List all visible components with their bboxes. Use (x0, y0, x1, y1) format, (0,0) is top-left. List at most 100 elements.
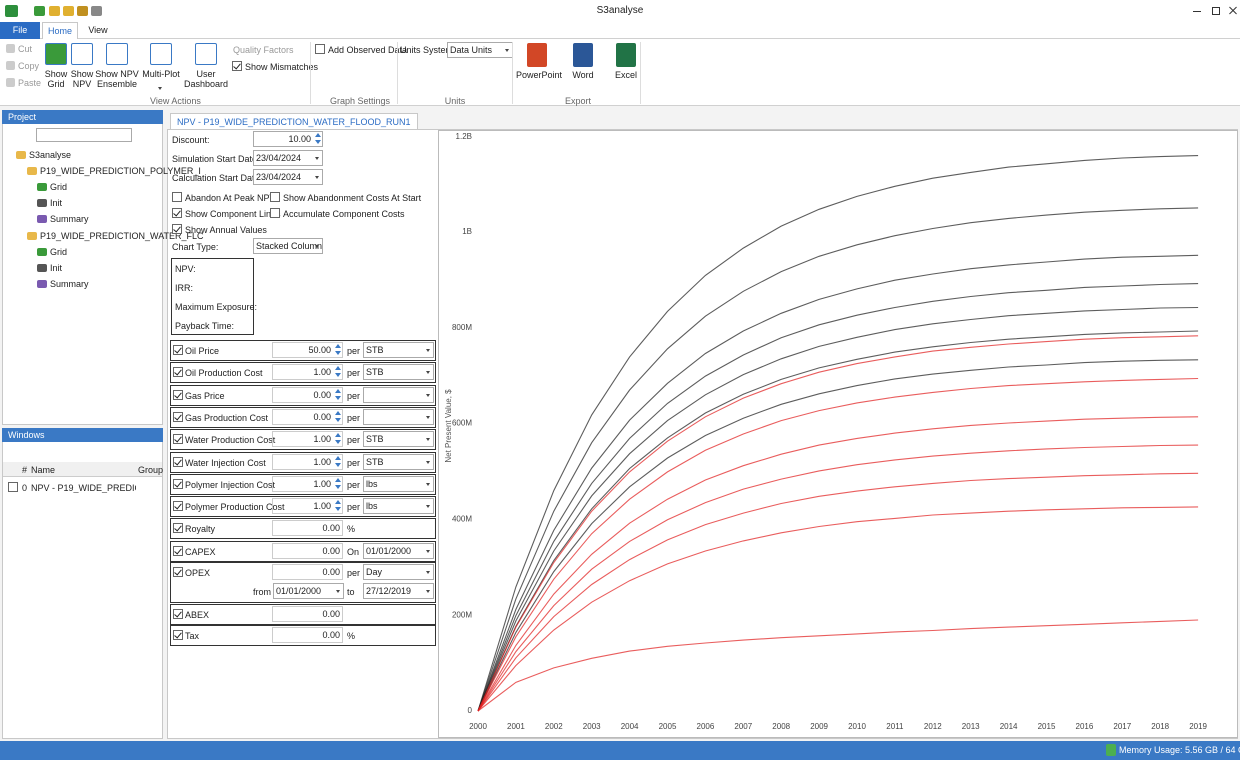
view-tab[interactable]: View (88, 25, 108, 35)
spin-down[interactable] (335, 351, 341, 355)
ribbon-button-icon[interactable] (150, 43, 172, 65)
cost-input[interactable] (272, 431, 343, 448)
maximize-button[interactable] (1212, 7, 1220, 15)
checkbox[interactable] (173, 456, 183, 467)
tree-case[interactable]: P19_WIDE_PREDICTION_POLYMER_I (40, 166, 201, 176)
export-button[interactable]: Excel (614, 70, 637, 80)
spin-down[interactable] (335, 395, 341, 400)
spin-down[interactable] (335, 373, 341, 378)
dropdown[interactable] (363, 564, 434, 580)
spin-up[interactable] (315, 133, 321, 137)
ribbon-button[interactable]: User Dashboard (183, 69, 229, 89)
clipboard-button[interactable]: Copy (18, 61, 40, 71)
tree-item[interactable]: Summary (50, 214, 89, 224)
checkbox[interactable] (173, 567, 183, 577)
checkbox[interactable] (173, 501, 183, 512)
checkbox[interactable] (315, 44, 325, 54)
spin-down[interactable] (335, 484, 341, 489)
checkbox[interactable] (173, 545, 183, 556)
dropdown[interactable] (363, 364, 434, 381)
tree-item[interactable]: Summary (50, 279, 89, 289)
checkbox[interactable] (232, 61, 242, 71)
cost-input[interactable] (272, 453, 343, 470)
home-tab[interactable]: Home (42, 22, 78, 39)
spin-up[interactable] (335, 433, 341, 438)
spin-down[interactable] (315, 140, 321, 144)
spin-up[interactable] (335, 388, 341, 393)
checkbox[interactable] (173, 478, 183, 489)
cost-input[interactable] (272, 498, 343, 515)
dropdown[interactable] (253, 150, 323, 166)
tree-item[interactable]: Grid (50, 182, 68, 192)
checkbox[interactable] (173, 523, 183, 534)
spin-up[interactable] (335, 366, 341, 371)
tree-item[interactable]: Init (50, 198, 63, 208)
spin-down[interactable] (335, 507, 341, 512)
checkbox[interactable] (173, 629, 183, 640)
spin-up[interactable] (335, 500, 341, 505)
dropdown[interactable] (363, 453, 434, 470)
checkbox[interactable] (173, 367, 183, 378)
minimize-button[interactable] (1193, 11, 1201, 12)
spin-up[interactable] (335, 410, 341, 415)
cost-input[interactable] (272, 364, 343, 381)
ribbon-button-icon[interactable] (106, 43, 128, 65)
dropdown[interactable] (253, 169, 323, 185)
ribbon-button[interactable]: Multi-Plot (142, 69, 180, 79)
checkbox[interactable] (172, 192, 182, 202)
spin-up[interactable] (335, 344, 341, 348)
cost-input[interactable] (272, 475, 343, 492)
tree-item[interactable]: Init (50, 263, 63, 273)
show-mismatches[interactable]: Show Mismatches (245, 62, 319, 72)
checkbox[interactable] (173, 345, 183, 355)
cost-input[interactable] (272, 386, 343, 403)
dropdown[interactable] (363, 498, 434, 515)
cost-input[interactable] (272, 520, 343, 537)
dropdown[interactable] (363, 342, 434, 358)
ribbon-button-icon[interactable] (45, 43, 67, 65)
checkbox[interactable] (173, 434, 183, 445)
add-observed-data[interactable]: Add Observed Data (328, 45, 408, 55)
row-name[interactable]: NPV - P19_WIDE_PREDICTION_ (31, 483, 136, 493)
option-label[interactable]: Abandon At Peak NPV (185, 193, 276, 203)
tree-item[interactable]: Grid (50, 247, 68, 257)
dropdown[interactable] (363, 431, 434, 448)
checkbox[interactable] (173, 609, 183, 619)
spin-down[interactable] (335, 417, 341, 422)
spin-up[interactable] (335, 455, 341, 460)
ribbon-button[interactable]: Show Grid (44, 69, 68, 89)
document-tab[interactable]: NPV - P19_WIDE_PREDICTION_WATER_FLOOD_RU… (170, 113, 418, 129)
dropdown[interactable] (363, 583, 434, 599)
cost-input[interactable] (272, 606, 343, 622)
ribbon-button[interactable]: Show NPV Ensemble (95, 69, 139, 89)
export-button[interactable]: Word (572, 70, 594, 80)
export-button[interactable]: PowerPoint (516, 70, 563, 80)
checkbox[interactable] (172, 224, 182, 234)
tree-root[interactable]: S3analyse (29, 150, 72, 160)
project-search[interactable] (36, 128, 132, 142)
cost-input[interactable] (272, 626, 343, 643)
ribbon-button-icon[interactable] (71, 43, 93, 65)
dropdown[interactable] (273, 583, 344, 599)
checkbox[interactable] (173, 411, 183, 422)
clipboard-button[interactable]: Paste (18, 78, 42, 88)
option-label[interactable]: Accumulate Component Costs (283, 209, 405, 219)
checkbox[interactable] (270, 208, 280, 218)
cost-input[interactable] (272, 542, 343, 559)
spin-up[interactable] (335, 477, 341, 482)
dropdown[interactable] (363, 475, 434, 492)
checkbox[interactable] (172, 208, 182, 218)
spin-down[interactable] (335, 462, 341, 467)
option-label[interactable]: Show Abandonment Costs At Start (283, 193, 422, 203)
tree-case[interactable]: P19_WIDE_PREDICTION_WATER_FLC (40, 231, 204, 241)
checkbox[interactable] (270, 192, 280, 202)
dropdown[interactable] (363, 408, 434, 425)
ribbon-button[interactable]: Show NPV (70, 69, 94, 89)
clipboard-button[interactable]: Cut (18, 44, 33, 54)
cost-input[interactable] (272, 408, 343, 425)
dropdown[interactable] (363, 542, 434, 559)
checkbox[interactable] (173, 389, 183, 400)
file-tab[interactable]: File (0, 22, 40, 39)
spin-down[interactable] (335, 440, 341, 445)
number-input[interactable] (253, 131, 323, 147)
